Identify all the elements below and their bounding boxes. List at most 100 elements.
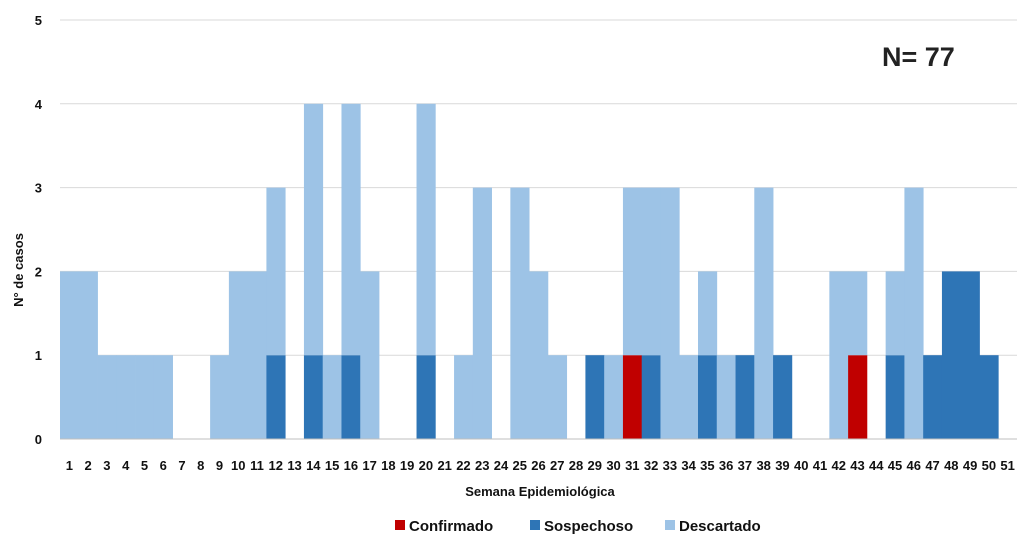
bar-sospechoso (960, 271, 980, 439)
bar-sospechoso (923, 355, 943, 439)
y-tick-label: 2 (35, 264, 42, 279)
bar-descartado (153, 355, 173, 439)
bar-confirmado (622, 355, 643, 439)
sample-size-annotation: N= 77 (882, 42, 955, 72)
bar-sospechoso (735, 355, 755, 439)
bar-descartado (885, 271, 905, 356)
x-tick-label: 18 (381, 458, 395, 473)
bar-descartado (341, 103, 361, 356)
y-axis-label: N° de casos (11, 233, 26, 307)
x-tick-label: 27 (550, 458, 564, 473)
bar-descartado (472, 187, 492, 439)
bar-descartado (848, 271, 868, 356)
x-tick-label: 20 (419, 458, 433, 473)
x-tick-label: 11 (250, 458, 264, 473)
x-tick-label: 47 (925, 458, 939, 473)
bar-descartado (829, 271, 849, 439)
bar-descartado (322, 355, 342, 439)
x-tick-label: 24 (494, 458, 509, 473)
bar-descartado (416, 103, 436, 356)
x-tick-label: 41 (813, 458, 827, 473)
legend-swatch-sospechoso (530, 520, 540, 530)
x-tick-label: 7 (178, 458, 185, 473)
x-tick-label: 9 (216, 458, 223, 473)
bar-descartado (510, 187, 530, 439)
x-tick-label: 31 (625, 458, 639, 473)
bar-sospechoso (885, 355, 905, 439)
bar-descartado (529, 271, 549, 439)
x-axis-ticks: 1 2 3 4 5 6 7 8 9 10 11 12 13 14 15 16 17 18 19 20 21 22 23 24 2… (66, 458, 1015, 473)
bar-sospechoso (979, 355, 999, 439)
bar-sospechoso (641, 355, 661, 439)
bar-sospechoso (341, 355, 361, 439)
x-tick-label: 14 (306, 458, 321, 473)
x-tick-label: 50 (982, 458, 996, 473)
x-tick-label: 35 (700, 458, 714, 473)
x-tick-label: 51 (1000, 458, 1014, 473)
x-tick-label: 25 (513, 458, 527, 473)
x-tick-label: 40 (794, 458, 808, 473)
bar-sospechoso (585, 355, 605, 439)
bar-sospechoso (698, 355, 718, 439)
legend: Confirmado Sospechoso Descartado (395, 518, 761, 535)
x-tick-label: 22 (456, 458, 470, 473)
legend-label-descartado: Descartado (679, 518, 761, 535)
x-tick-label: 13 (287, 458, 301, 473)
x-axis-label: Semana Epidemiológica (465, 484, 615, 499)
x-tick-label: 17 (362, 458, 376, 473)
bar-descartado (116, 355, 136, 439)
x-tick-label: 19 (400, 458, 414, 473)
x-tick-label: 43 (850, 458, 864, 473)
bar-descartado (135, 355, 155, 439)
x-tick-label: 21 (437, 458, 451, 473)
x-tick-label: 16 (344, 458, 358, 473)
x-tick-label: 38 (756, 458, 770, 473)
bar-sospechoso (266, 355, 286, 439)
x-tick-label: 39 (775, 458, 789, 473)
x-tick-label: 4 (122, 458, 130, 473)
bar-descartado (547, 355, 568, 439)
bar-descartado (660, 187, 680, 439)
bar-descartado (78, 271, 98, 439)
bar-sospechoso (303, 355, 324, 439)
bars (60, 103, 999, 439)
legend-swatch-confirmado (395, 520, 405, 530)
x-tick-label: 6 (160, 458, 167, 473)
x-tick-label: 2 (85, 458, 92, 473)
bar-descartado (60, 271, 80, 439)
x-tick-label: 23 (475, 458, 489, 473)
x-tick-label: 26 (531, 458, 545, 473)
bar-descartado (679, 355, 699, 439)
x-tick-label: 28 (569, 458, 583, 473)
y-tick-label: 0 (35, 432, 42, 447)
x-tick-label: 3 (103, 458, 110, 473)
x-tick-label: 48 (944, 458, 958, 473)
bar-descartado (266, 187, 286, 356)
x-tick-label: 42 (832, 458, 846, 473)
x-tick-label: 33 (663, 458, 677, 473)
y-tick-label: 4 (35, 97, 43, 112)
bar-descartado (97, 355, 117, 439)
bar-descartado (754, 187, 774, 439)
bar-descartado (641, 187, 661, 356)
bar-descartado (210, 355, 230, 439)
bar-descartado (303, 103, 324, 356)
x-tick-label: 1 (66, 458, 73, 473)
bar-sospechoso (416, 355, 436, 439)
y-tick-label: 1 (35, 348, 42, 363)
legend-swatch-descartado (665, 520, 675, 530)
x-tick-label: 44 (869, 458, 884, 473)
x-tick-label: 10 (231, 458, 245, 473)
x-tick-label: 46 (907, 458, 921, 473)
y-axis-ticks: 0 1 2 3 4 5 (35, 13, 43, 447)
x-tick-label: 36 (719, 458, 733, 473)
bar-confirmado (848, 355, 868, 439)
x-tick-label: 29 (588, 458, 602, 473)
x-tick-label: 49 (963, 458, 977, 473)
y-tick-label: 5 (35, 13, 42, 28)
bar-descartado (622, 187, 643, 356)
bar-sospechoso (773, 355, 793, 439)
x-tick-label: 30 (606, 458, 620, 473)
legend-label-sospechoso: Sospechoso (544, 518, 633, 535)
